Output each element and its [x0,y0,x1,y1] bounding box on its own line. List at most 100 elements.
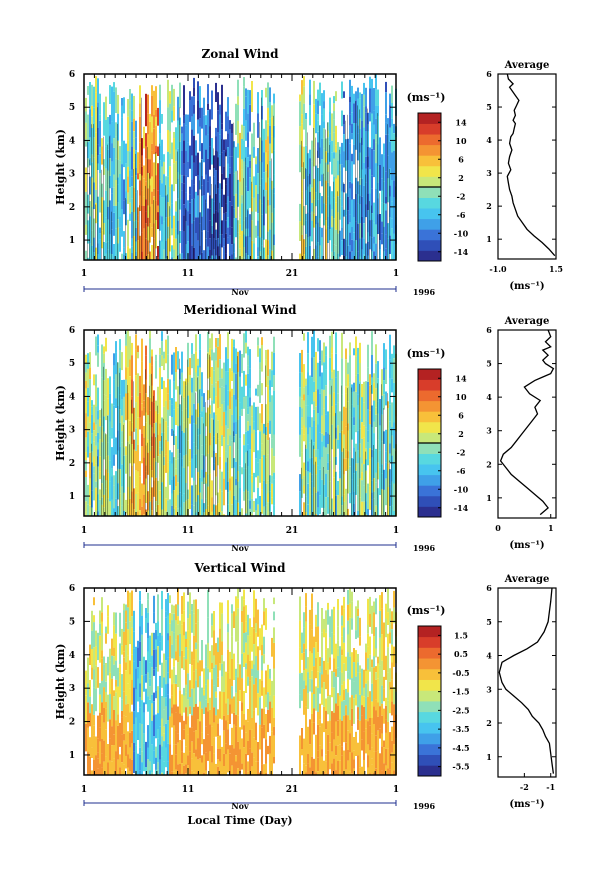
heatmap-cell [183,455,185,468]
heatmap-cell [177,220,179,235]
heatmap-cell [127,767,129,775]
heatmap-cell [115,686,117,693]
heatmap-cell [371,377,373,394]
heatmap-cell [105,190,107,218]
heatmap-cell [267,440,269,455]
heatmap-cell [151,499,153,511]
heatmap-cell [373,150,375,178]
contour-line [205,402,206,516]
heatmap-cell [241,139,243,160]
heatmap-cell [313,487,315,515]
heatmap-cell [181,126,183,134]
heatmap-cell [369,614,371,627]
heatmap-cell [197,621,199,644]
heatmap-cell [97,334,99,346]
heatmap-cell [211,333,213,350]
heatmap-cell [89,737,91,757]
heatmap-cell [271,212,273,223]
heatmap-cell [335,229,337,246]
heatmap-cell [267,205,269,232]
heatmap-cell [89,157,91,166]
heatmap-cell [245,621,247,633]
contour-line [129,444,130,516]
heatmap-cell [369,718,371,726]
heatmap-cell [247,635,249,655]
heatmap-cell [333,687,335,713]
heatmap-cell [149,761,151,771]
heatmap-cell [263,172,265,197]
heatmap-cell [125,662,127,671]
heatmap-cell [141,338,143,362]
heatmap-cell [357,251,359,260]
heatmap-cell [237,471,239,482]
heatmap-cell [167,378,169,394]
heatmap-cell [101,753,103,768]
heatmap-cell [87,431,89,447]
heatmap-cell [175,604,177,621]
heatmap-cell [379,240,381,250]
heatmap-cell [247,654,249,677]
heatmap-cell [199,450,201,478]
heatmap-cell [139,661,141,684]
heatmap-cell [391,152,393,180]
heatmap-cell [231,388,233,397]
heatmap-cell [85,167,87,192]
heatmap-cell [153,239,155,256]
heatmap-cell [259,362,261,370]
heatmap-cell [105,488,107,515]
heatmap-cell [305,113,307,120]
heatmap-cell [187,418,189,441]
heatmap-cell [189,375,191,391]
contour-line [245,157,246,260]
heatmap-cell [149,338,151,363]
heatmap-cell [131,503,133,516]
heatmap-cell [179,141,181,151]
heatmap-cell [385,462,387,479]
heatmap-cell [175,149,177,162]
heatmap-cell [133,661,135,688]
heatmap-cell [313,147,315,167]
heatmap-cell [225,410,227,426]
heatmap-cell [375,472,377,483]
heatmap-cell [231,765,233,775]
heatmap-cell [193,376,195,404]
heatmap-cell [173,366,175,382]
heatmap-cell [323,660,325,683]
heatmap-cell [145,345,147,356]
heatmap-cell [365,493,367,502]
contour-line [117,123,118,261]
heatmap-cell [157,212,159,229]
heatmap-cell [321,139,323,160]
heatmap-cell [351,183,353,200]
heatmap-cell [145,93,147,103]
heatmap-cell [105,729,107,757]
heatmap-cell [379,764,381,775]
heatmap-cell [311,692,313,714]
heatmap-cell [95,406,97,425]
heatmap-cell [307,754,309,764]
heatmap-cell [271,189,273,213]
heatmap-cell [149,398,151,411]
heatmap-cell [379,728,381,739]
colorbar-tick-label: -5.5 [452,762,469,772]
heatmap-cell [331,687,333,698]
heatmap-cell [325,414,327,432]
heatmap-cell [197,428,199,436]
heatmap-cell [361,501,363,516]
heatmap-cell [309,427,311,443]
heatmap-cell [95,336,97,356]
heatmap-cell [381,592,383,609]
heatmap-cell [203,503,205,513]
heatmap-cell [211,497,213,512]
heatmap-cell [243,161,245,177]
profile-y-tick-label: 3 [486,168,492,178]
heatmap-cell [85,723,87,752]
heatmap-cell [213,436,215,451]
heatmap-cell [321,608,323,633]
contour-line [185,208,186,260]
heatmap-cell [367,680,369,697]
x-tick-label: 11 [182,526,195,536]
colorbar-swatch [418,208,441,220]
heatmap-cell [167,426,169,442]
heatmap-cell [365,243,367,260]
